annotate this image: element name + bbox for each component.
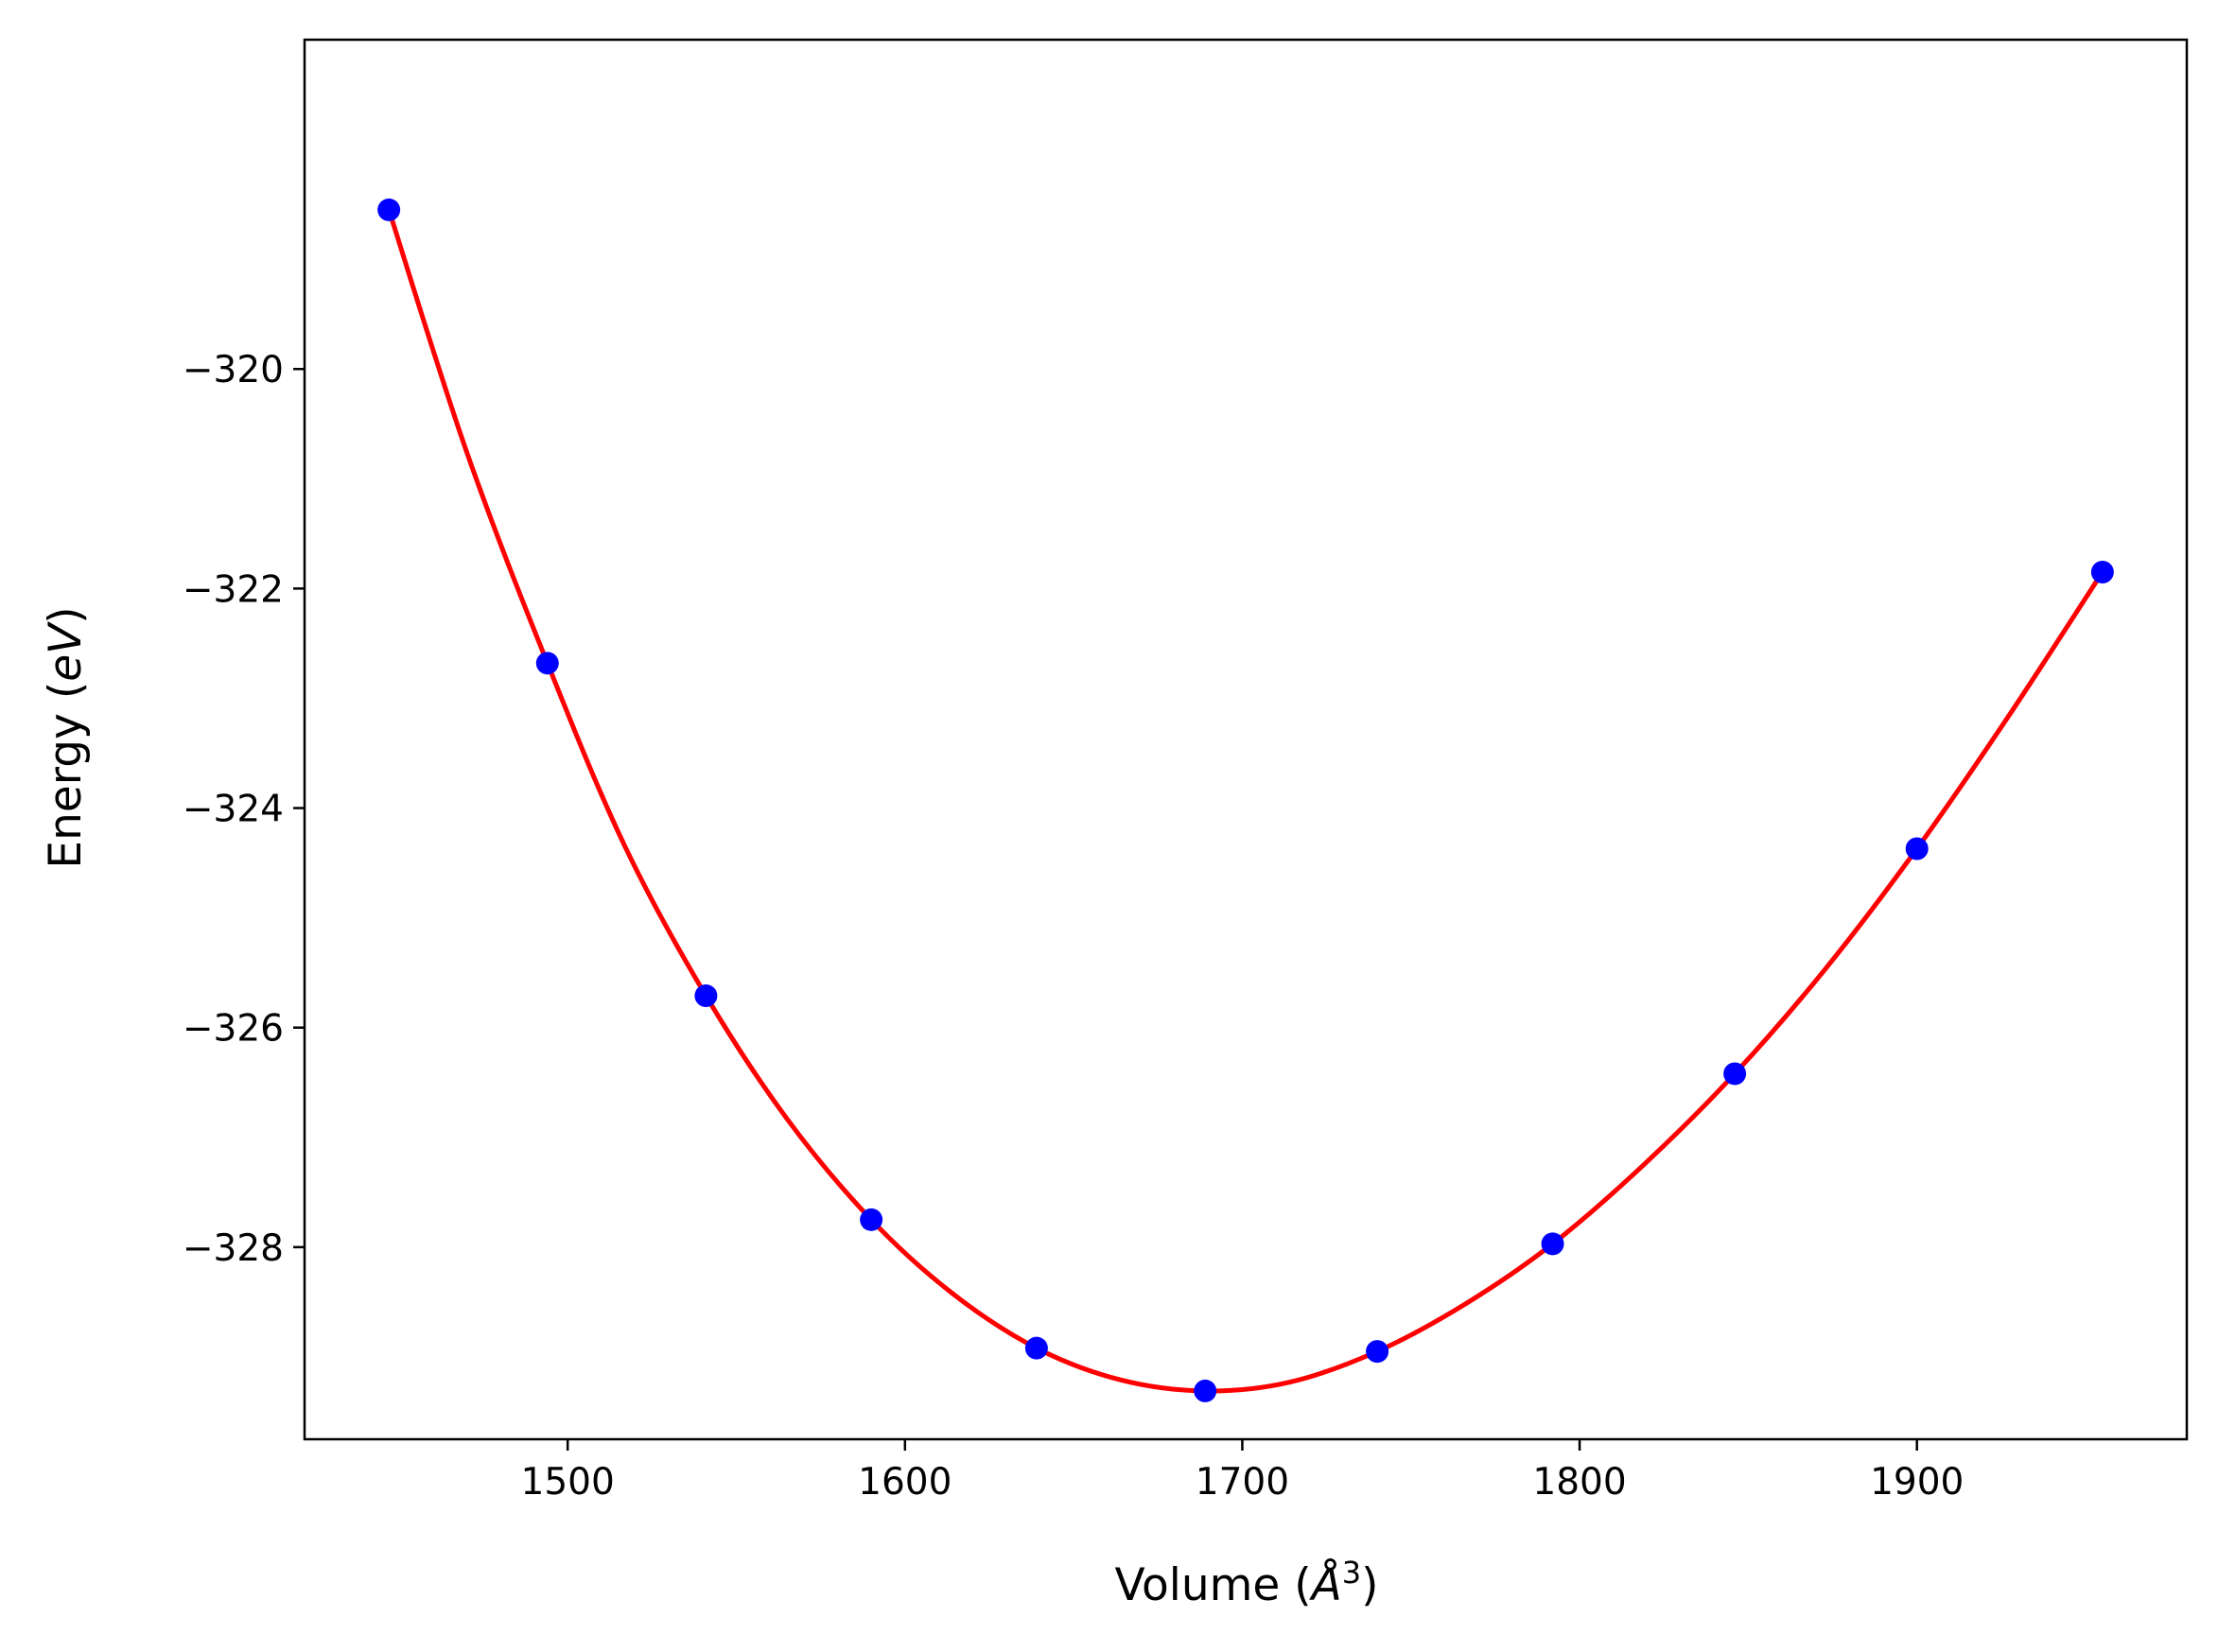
x-axis-label: Volume (Å3) xyxy=(1115,1555,1379,1611)
data-point xyxy=(860,1208,883,1231)
data-point xyxy=(1905,837,1929,861)
y-tick-label: −326 xyxy=(183,1008,284,1051)
fit-curve-line xyxy=(386,209,2104,1394)
data-point xyxy=(2090,560,2114,583)
data-point xyxy=(1194,1379,1217,1402)
y-tick-label: −320 xyxy=(183,349,284,391)
data-point xyxy=(1541,1232,1564,1256)
data-points-layer xyxy=(377,198,2114,1402)
y-tick-label: −328 xyxy=(183,1227,284,1270)
x-tick-label: 1800 xyxy=(1532,1461,1626,1504)
data-point xyxy=(1366,1340,1389,1364)
data-point xyxy=(694,984,718,1008)
data-point xyxy=(377,198,401,221)
y-tick-label: −322 xyxy=(183,568,284,611)
x-tick-label: 1600 xyxy=(858,1461,952,1504)
data-point xyxy=(1723,1062,1747,1086)
fit-curve-layer xyxy=(386,209,2104,1394)
x-axis-ticks: 1500 1600 1700 1800 1900 xyxy=(521,1439,1964,1504)
x-tick-label: 1900 xyxy=(1870,1461,1964,1504)
y-tick-label: −324 xyxy=(183,789,284,831)
x-tick-label: 1700 xyxy=(1196,1461,1289,1504)
plot-area-frame xyxy=(303,38,2189,1441)
y-axis-ticks: −320 −322 −324 −326 −328 xyxy=(183,349,305,1270)
data-point xyxy=(535,652,559,675)
data-point xyxy=(1024,1336,1048,1360)
y-axis-label: Energy (eV) xyxy=(40,606,92,868)
x-tick-label: 1500 xyxy=(521,1461,615,1504)
